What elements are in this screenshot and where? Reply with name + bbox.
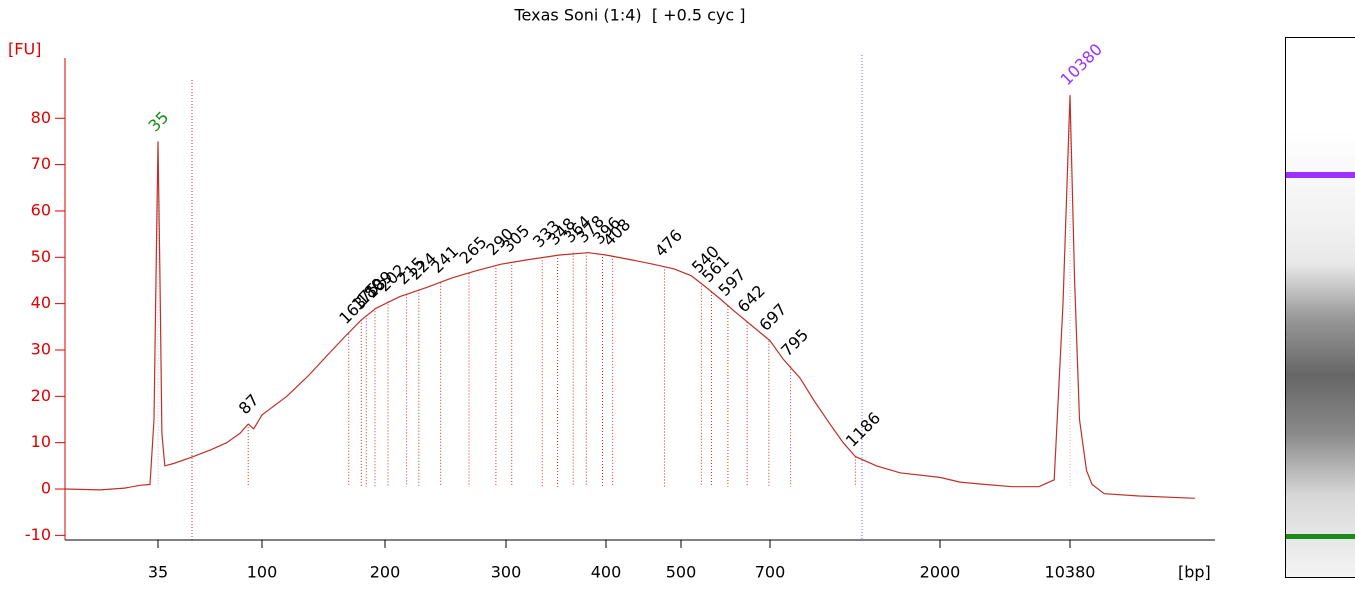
peak-label: 241 — [427, 242, 462, 277]
y-tick-label: 40 — [31, 293, 51, 312]
peak-label: 1186 — [842, 408, 884, 450]
x-tick-label: 2000 — [920, 563, 961, 582]
y-axis-label: [FU] — [8, 40, 41, 59]
marker-label: 35 — [145, 108, 173, 136]
y-tick-label: 20 — [31, 386, 51, 405]
x-tick-label: 500 — [666, 563, 697, 582]
x-tick-label: 300 — [491, 563, 522, 582]
gel-lane — [1285, 37, 1355, 578]
lower-marker-band — [1286, 534, 1355, 539]
trace — [65, 95, 1195, 499]
peak-label: 476 — [651, 226, 686, 261]
x-tick-label: 35 — [148, 563, 168, 582]
x-axis-label: [bp] — [1178, 563, 1211, 582]
y-tick-label: -10 — [25, 525, 51, 544]
gel-smear — [1286, 130, 1355, 577]
peak-label: 87 — [235, 390, 263, 418]
x-tick-label: 100 — [247, 563, 278, 582]
upper-marker-band — [1286, 172, 1355, 178]
y-tick-label: 10 — [31, 432, 51, 451]
y-tick-label: 30 — [31, 339, 51, 358]
peak-label: 697 — [755, 300, 790, 335]
y-tick-label: 50 — [31, 247, 51, 266]
x-tick-label: 10380 — [1045, 563, 1096, 582]
peak-label: 795 — [777, 325, 812, 360]
x-tick-label: 200 — [370, 563, 401, 582]
x-tick-label: 700 — [755, 563, 786, 582]
x-tick-label: 400 — [591, 563, 622, 582]
y-tick-label: 80 — [31, 108, 51, 127]
y-tick-label: 0 — [41, 479, 51, 498]
y-tick-label: 70 — [31, 154, 51, 173]
marker-label: 10380 — [1057, 40, 1106, 89]
chart: Texas Soni (1:4) [ +0.5 cyc ] [FU] [bp] … — [8, 6, 1215, 582]
chart-title: Texas Soni (1:4) [ +0.5 cyc ] — [514, 6, 746, 25]
y-tick-label: 60 — [31, 200, 51, 219]
